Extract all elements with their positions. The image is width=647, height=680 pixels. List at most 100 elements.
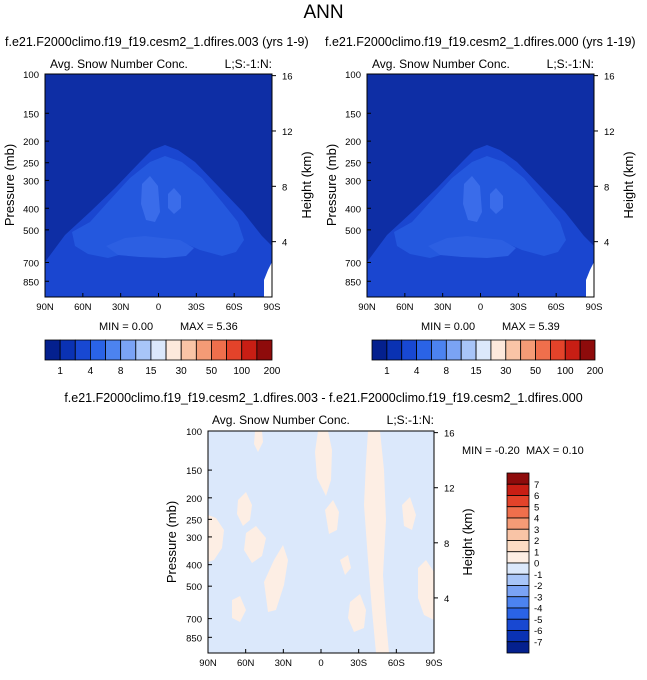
p3-y-tick-label-2: 200: [186, 494, 202, 505]
p3-y-tick-label-1: 150: [186, 466, 202, 477]
panel-3-plot: Avg. Snow Number Conc. L;S:-1:N: 1001502…: [164, 413, 584, 669]
p3-colorbar-box-4: [506, 517, 530, 530]
p3-colorbar-label-5: 2: [534, 536, 539, 547]
p3-colorbar-box-13: [506, 618, 530, 631]
p1-colorbar-label-3: 15: [145, 366, 157, 377]
p1-colorbar-box-8: [165, 339, 182, 361]
panel-2-y-ticks: 100 150 200 250 300 400 500 700 850: [345, 70, 371, 288]
p2-x-tick-label-0: 90N: [358, 302, 376, 313]
p1-y2-tick-label-2: 8: [282, 182, 287, 193]
p3-colorbar-box-2: [506, 495, 530, 508]
p2-colorbar-box-12: [550, 339, 566, 361]
p3-colorbar-box-12: [506, 607, 530, 620]
p3-colorbar-label-7: 0: [534, 559, 539, 570]
panel-2-variable: Avg. Snow Number Conc.: [372, 57, 510, 71]
p1-colorbar-box-1: [59, 339, 76, 361]
p3-colorbar-box-11: [506, 596, 530, 609]
panel-3-y2label: Height (km): [460, 508, 475, 575]
panel-3-positive-patch-m: [418, 560, 434, 620]
panel-3-min: MIN = -0.20: [462, 445, 520, 457]
panel-3-positive-patch-d: [254, 431, 263, 452]
p1-colorbar-label-2: 8: [118, 366, 124, 377]
panel-1-contour-level-3: [141, 176, 160, 222]
panel-1-max: MAX = 5.36: [180, 321, 238, 333]
panel-1-y-ticks: 100 150 200 250 300 400 500 700 850: [23, 70, 49, 288]
p2-x-tick-label-6: 90S: [586, 302, 603, 313]
p3-y-tick-label-3: 250: [186, 515, 202, 526]
p3-colorbar-box-3: [506, 506, 530, 519]
p2-y-tick-label-1: 150: [345, 109, 361, 120]
p3-y-tick-label-6: 500: [186, 582, 202, 593]
p2-colorbar-box-13: [564, 339, 581, 361]
panel-1-contour-level-4: [106, 236, 194, 258]
p2-colorbar-label-7: 200: [587, 366, 604, 377]
p2-colorbar-box-7: [475, 339, 492, 361]
p3-y2-tick-label-0: 16: [444, 429, 455, 440]
p1-colorbar-label-5: 50: [206, 366, 218, 377]
panel-3-y2-ticks: 16 12 8 4: [434, 429, 455, 605]
p2-colorbar-box-5: [445, 339, 462, 361]
p2-y2-tick-label-3: 4: [604, 238, 609, 249]
main-title: ANN: [303, 2, 344, 23]
p2-y-tick-label-0: 100: [345, 70, 361, 81]
p1-colorbar-box-3: [90, 339, 106, 361]
p2-x-tick-label-5: 60S: [548, 302, 565, 313]
p2-colorbar-label-6: 100: [557, 366, 574, 377]
p3-colorbar-label-3: 4: [534, 514, 539, 525]
panel-1-contour-level-3b: [168, 188, 181, 214]
p2-y-tick-label-2: 200: [345, 137, 361, 148]
p2-x-tick-label-1: 60N: [396, 302, 414, 313]
p3-colorbar-box-0: [506, 472, 530, 485]
p3-colorbar-box-14: [506, 630, 530, 643]
p3-colorbar-label-9: -2: [534, 581, 542, 592]
p1-y-tick-label-0: 100: [23, 70, 39, 81]
p1-y-tick-label-7: 700: [23, 258, 39, 269]
p2-colorbar-box-6: [460, 339, 477, 361]
p3-colorbar-label-14: -7: [534, 637, 542, 648]
panel-2-max: MAX = 5.39: [502, 321, 560, 333]
p1-y2-tick-label-1: 12: [282, 127, 293, 138]
p1-y-tick-label-2: 200: [23, 137, 39, 148]
p3-colorbar-label-0: 7: [534, 480, 539, 491]
p1-y2-tick-label-3: 4: [282, 238, 287, 249]
p2-colorbar-label-5: 50: [530, 366, 542, 377]
p2-colorbar-box-9: [505, 339, 522, 361]
p1-colorbar-label-1: 4: [88, 366, 94, 377]
panel-2-contour-level-4: [428, 236, 516, 258]
p3-colorbar-label-12: -5: [534, 615, 542, 626]
panel-1-missing-region: [264, 262, 272, 297]
panel-3-positive-patch-b: [237, 492, 252, 526]
p2-y-tick-label-3: 250: [345, 159, 361, 170]
p1-colorbar-box-6: [135, 339, 152, 361]
panel-3-variable: Avg. Snow Number Conc.: [212, 413, 350, 427]
p3-colorbar-box-1: [506, 483, 530, 496]
p1-colorbar-box-2: [74, 339, 91, 361]
p1-y-tick-label-8: 850: [23, 277, 39, 288]
p2-y-tick-label-8: 850: [345, 277, 361, 288]
p2-y-tick-label-5: 400: [345, 204, 361, 215]
p1-colorbar-box-4: [105, 339, 122, 361]
panel-3-y-ticks: 100 150 200 250 300 400 500 700 850: [186, 427, 212, 644]
p2-colorbar-box-2: [401, 339, 418, 361]
p2-y2-tick-label-1: 12: [604, 127, 615, 138]
panel-3-positive-patch-j: [348, 594, 366, 632]
p3-colorbar-box-15: [506, 641, 530, 654]
p3-colorbar-label-6: 1: [534, 547, 539, 558]
p3-y-tick-label-8: 850: [186, 633, 202, 644]
panel-3-positive-patch-l: [402, 497, 416, 530]
p1-colorbar-box-11: [211, 339, 227, 361]
panel-1-plot: Avg. Snow Number Conc. L;S:-1:N: 1001502…: [2, 57, 314, 377]
panel-2-y2-ticks: 16 12 8 4: [594, 72, 615, 249]
p1-y-tick-label-1: 150: [23, 109, 39, 120]
p2-x-tick-label-4: 30S: [510, 302, 527, 313]
p3-colorbar-label-13: -6: [534, 626, 542, 637]
p3-y-tick-label-5: 400: [186, 561, 202, 572]
p2-colorbar-box-14: [579, 339, 596, 361]
p2-colorbar-label-0: 1: [384, 366, 390, 377]
p3-colorbar-box-6: [506, 540, 530, 553]
p2-colorbar-label-3: 15: [471, 366, 483, 377]
p1-colorbar-box-10: [195, 339, 212, 361]
panel-3-ylabel: Pressure (mb): [164, 501, 179, 583]
p2-colorbar-box-3: [416, 339, 432, 361]
p3-y2-tick-label-2: 8: [444, 539, 449, 550]
